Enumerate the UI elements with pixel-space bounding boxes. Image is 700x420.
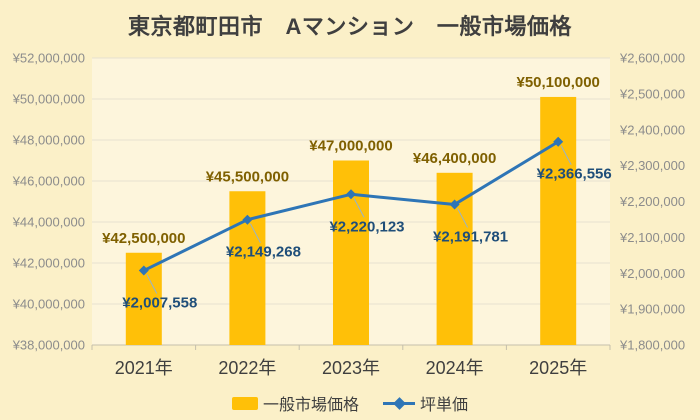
- line-series-swatch-icon: [383, 396, 415, 410]
- leader-line: [249, 223, 261, 243]
- line-data-label: ¥2,220,123: [329, 218, 404, 235]
- chart-title: 東京都町田市 Aマンション 一般市場価格: [128, 14, 572, 39]
- left-axis-tick-label: ¥42,000,000: [12, 256, 85, 271]
- right-axis-tick-label: ¥2,500,000: [619, 86, 685, 101]
- x-axis-label: 2022年: [218, 358, 276, 378]
- bar-series-swatch-icon: [231, 396, 258, 410]
- x-axis-label: 2021年: [115, 358, 173, 378]
- bar: [229, 191, 266, 345]
- diamond-marker-icon: [393, 396, 406, 410]
- left-axis-tick-label: ¥40,000,000: [12, 297, 85, 312]
- left-axis-tick-label: ¥50,000,000: [12, 92, 85, 107]
- bar: [333, 160, 369, 345]
- bar: [540, 96, 577, 345]
- line-data-label: ¥2,366,556: [537, 166, 612, 183]
- legend-item-unit-price: 坪単価: [383, 391, 468, 415]
- legend-item-market-price: 一般市場価格: [231, 391, 359, 415]
- left-axis-tick-label: ¥44,000,000: [12, 215, 85, 230]
- leader-line: [146, 274, 158, 294]
- right-axis-tick-label: ¥2,000,000: [619, 266, 685, 281]
- x-axis-label: 2023年: [322, 358, 380, 378]
- legend-label-unit-price: 坪単価: [420, 397, 469, 414]
- bar-data-label: ¥45,500,000: [206, 168, 289, 185]
- legend-label-market-price: 一般市場価格: [262, 397, 359, 414]
- right-axis-tick-label: ¥2,100,000: [619, 230, 685, 245]
- line-marker: [242, 214, 253, 225]
- line-marker: [346, 189, 356, 200]
- left-axis-tick-label: ¥38,000,000: [12, 338, 85, 353]
- right-axis-tick-label: ¥2,400,000: [619, 122, 685, 137]
- line-marker: [449, 199, 460, 210]
- line-marker: [553, 136, 564, 147]
- bar-data-label: ¥50,100,000: [516, 74, 599, 91]
- line-data-label: ¥2,149,268: [226, 244, 301, 261]
- left-axis-tick-label: ¥52,000,000: [12, 51, 85, 66]
- line-data-label: ¥2,191,781: [433, 228, 508, 245]
- bar-data-label: ¥46,400,000: [413, 150, 496, 167]
- right-axis-tick-label: ¥2,600,000: [619, 51, 685, 66]
- x-axis-label: 2025年: [529, 358, 587, 378]
- left-axis-tick-label: ¥46,000,000: [12, 174, 85, 189]
- right-axis-tick-label: ¥1,800,000: [619, 338, 685, 353]
- leader-line: [560, 145, 572, 165]
- bar-data-label: ¥47,000,000: [309, 138, 392, 155]
- left-axis-tick-label: ¥48,000,000: [12, 133, 85, 148]
- right-axis-tick-label: ¥2,300,000: [619, 158, 685, 173]
- leader-line: [457, 208, 469, 228]
- bar: [436, 172, 473, 345]
- legend: 一般市場価格 坪単価: [0, 391, 700, 415]
- bar-data-label: ¥42,500,000: [102, 230, 185, 247]
- x-axis-label: 2024年: [426, 358, 484, 378]
- line-data-label: ¥2,007,558: [122, 295, 197, 312]
- right-axis-tick-label: ¥1,900,000: [619, 302, 685, 317]
- line-marker: [138, 265, 149, 276]
- right-axis-tick-label: ¥2,200,000: [619, 194, 685, 209]
- leader-line: [353, 198, 365, 218]
